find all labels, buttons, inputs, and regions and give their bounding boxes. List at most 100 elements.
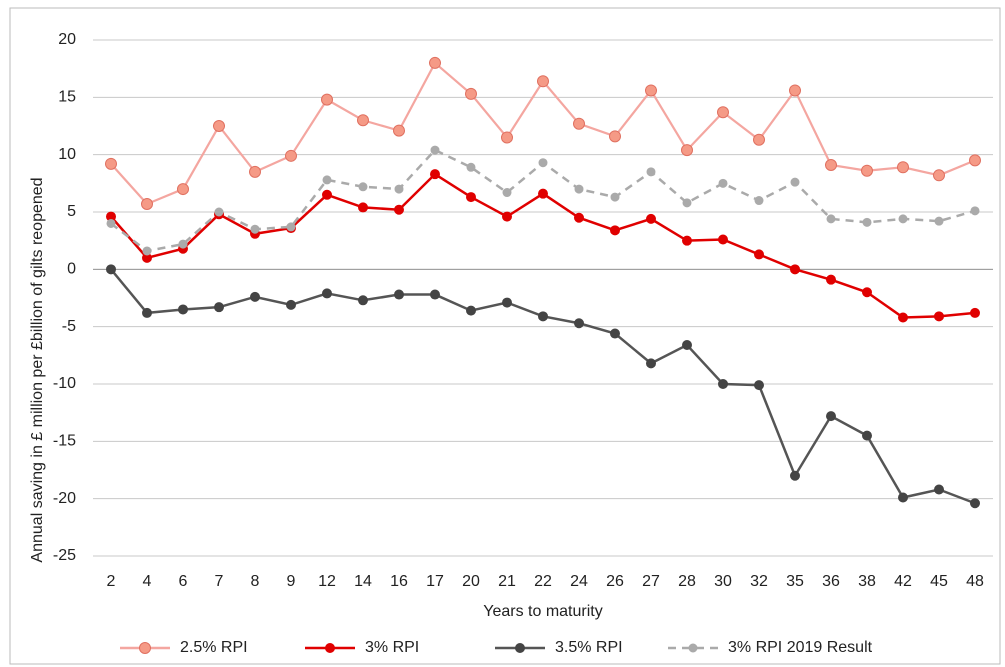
series-marker	[610, 328, 620, 339]
series-marker	[790, 470, 800, 481]
x-tick-label: 6	[179, 573, 188, 590]
series-marker	[645, 84, 657, 97]
series-marker	[213, 120, 225, 132]
x-axis-title: Years to maturity	[483, 603, 602, 620]
x-tick-label: 36	[822, 573, 840, 590]
series-marker	[754, 249, 764, 260]
y-tick-label: 5	[67, 203, 76, 220]
series-marker	[825, 158, 837, 171]
series-marker	[177, 183, 189, 196]
legend-marker	[139, 642, 151, 654]
series-marker	[178, 239, 188, 249]
series-marker	[754, 380, 764, 391]
y-tick-label: -20	[53, 490, 76, 507]
series-marker	[285, 149, 297, 162]
series-marker	[537, 75, 549, 88]
series-marker	[430, 289, 440, 300]
series-marker	[970, 498, 980, 509]
series-marker	[718, 178, 728, 188]
series-marker	[465, 87, 477, 100]
series-marker	[862, 287, 872, 298]
series-marker	[934, 311, 944, 322]
series-marker	[969, 154, 981, 167]
series-marker	[610, 225, 620, 236]
series-marker	[538, 158, 548, 168]
series-marker	[538, 188, 548, 199]
series-marker	[897, 161, 909, 174]
series-marker	[861, 164, 873, 177]
series-marker	[718, 234, 728, 245]
series-marker	[322, 288, 332, 299]
series-marker	[142, 246, 152, 256]
x-tick-label: 2	[107, 573, 116, 590]
series-marker	[430, 169, 440, 180]
x-tick-label: 32	[750, 573, 768, 590]
legend-label: 3.5% RPI	[555, 639, 623, 656]
series-marker	[322, 189, 332, 200]
legend-label: 2.5% RPI	[180, 639, 248, 656]
series-marker	[934, 216, 944, 226]
y-tick-label: 20	[58, 31, 76, 48]
series-marker	[250, 291, 260, 302]
x-tick-label: 42	[894, 573, 912, 590]
series-marker	[862, 430, 872, 441]
y-tick-label: 10	[58, 146, 76, 163]
x-tick-label: 26	[606, 573, 624, 590]
x-tick-label: 20	[462, 573, 480, 590]
x-tick-label: 8	[251, 573, 260, 590]
series-marker	[466, 305, 476, 316]
series-marker	[502, 188, 512, 198]
series-marker	[898, 214, 908, 224]
series-marker	[754, 196, 764, 206]
x-tick-label: 16	[390, 573, 408, 590]
series-marker	[106, 218, 116, 228]
y-tick-label: -15	[53, 433, 76, 450]
series-marker	[393, 124, 405, 137]
series-marker	[358, 202, 368, 213]
legend-label: 3% RPI 2019 Result	[728, 639, 873, 656]
series-marker	[106, 264, 116, 275]
series-marker	[178, 304, 188, 315]
series-marker	[249, 165, 261, 178]
series-marker	[646, 358, 656, 369]
x-tick-label: 7	[215, 573, 224, 590]
x-tick-label: 14	[354, 573, 372, 590]
series-marker	[394, 204, 404, 215]
x-tick-label: 45	[930, 573, 948, 590]
series-marker	[466, 162, 476, 172]
series-marker	[394, 184, 404, 194]
series-marker	[970, 307, 980, 318]
legend-marker	[688, 643, 698, 653]
series-marker	[970, 206, 980, 216]
series-marker	[214, 302, 224, 313]
series-marker	[717, 106, 729, 119]
x-tick-label: 48	[966, 573, 984, 590]
series-marker	[790, 177, 800, 187]
series-marker	[141, 197, 153, 210]
x-tick-label: 35	[786, 573, 804, 590]
chart-frame	[9, 7, 1001, 665]
series-marker	[934, 484, 944, 495]
x-tick-label: 22	[534, 573, 552, 590]
x-tick-label: 27	[642, 573, 660, 590]
x-tick-label: 28	[678, 573, 696, 590]
x-tick-label: 4	[143, 573, 152, 590]
series-marker	[682, 340, 692, 351]
series-marker	[573, 117, 585, 130]
x-tick-label: 30	[714, 573, 732, 590]
y-tick-label: -25	[53, 547, 76, 564]
x-tick-label: 24	[570, 573, 588, 590]
y-axis-title: Annual saving in £ million per £billion …	[29, 177, 46, 562]
legend-marker	[325, 643, 335, 653]
series-marker	[826, 214, 836, 224]
y-tick-label: 15	[58, 89, 76, 106]
series-marker	[574, 318, 584, 329]
series-marker	[358, 182, 368, 192]
series-marker	[646, 213, 656, 224]
series-marker	[105, 157, 117, 170]
series-marker	[933, 169, 945, 182]
series-marker	[538, 311, 548, 322]
series-marker	[753, 133, 765, 146]
series-marker	[862, 217, 872, 227]
